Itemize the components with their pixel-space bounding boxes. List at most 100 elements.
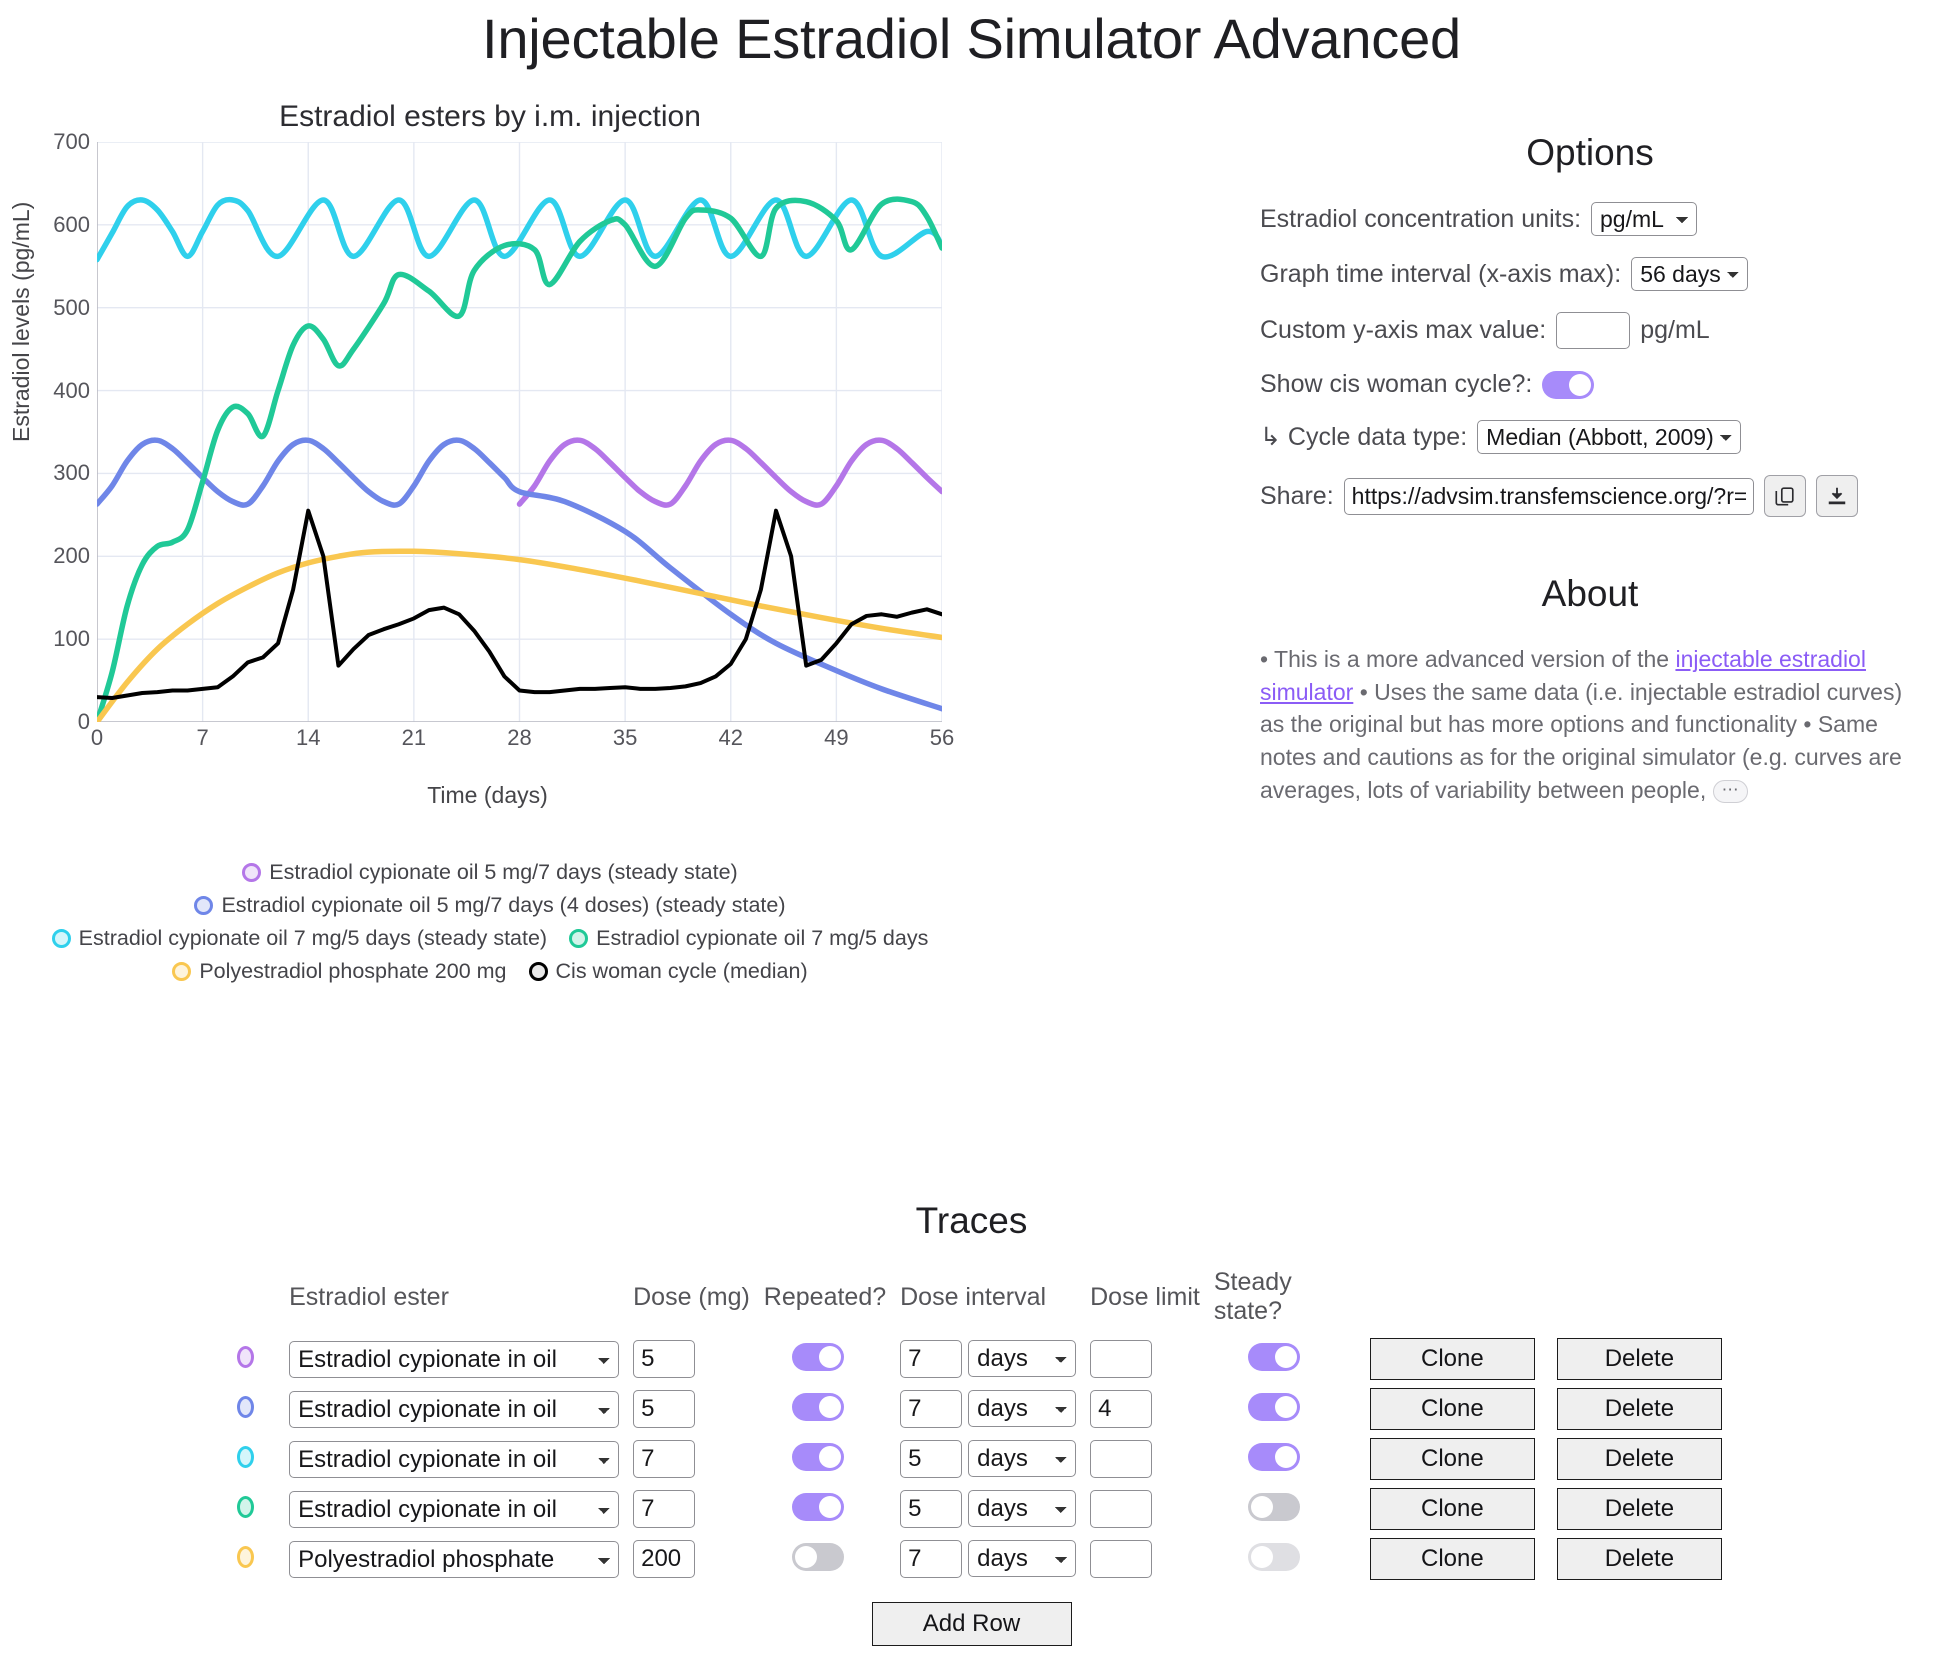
chart-column: Estradiol esters by i.m. injection Estra…: [0, 100, 1200, 992]
header-steady: Steady state?: [1213, 1268, 1292, 1325]
injectable-simulator-link[interactable]: injectable estradiol simulator: [1260, 646, 1866, 705]
legend-marker-icon: [172, 962, 192, 981]
color-column-header: [221, 1268, 269, 1334]
steady-state-toggle-0[interactable]: [1247, 1343, 1300, 1371]
legend-marker-icon: [242, 863, 262, 882]
interval-cell: daysweeksmonths: [886, 1384, 1077, 1434]
custom-ymax-input[interactable]: [1556, 312, 1631, 349]
add-row-wrap: Add Row: [0, 1602, 1943, 1646]
cycle-type-select[interactable]: Median (Abbott, 2009)Mean (Stricker, 200…: [1477, 420, 1742, 454]
delete-button-4[interactable]: Delete: [1556, 1538, 1722, 1580]
x-tick-56: 56: [929, 725, 955, 750]
legend-marker-icon: [51, 929, 71, 948]
legend-item[interactable]: Estradiol cypionate oil 7 mg/5 days: [569, 926, 928, 951]
legend-row-3: Polyestradiol phosphate 200 mg Cis woman …: [0, 959, 980, 984]
download-icon[interactable]: [1815, 475, 1858, 517]
repeated-toggle-0[interactable]: [791, 1343, 844, 1371]
clone-button-4[interactable]: Clone: [1369, 1538, 1535, 1580]
dose-input-4[interactable]: [633, 1540, 696, 1578]
steady-state-toggle-1[interactable]: [1247, 1393, 1300, 1421]
delete-button-3[interactable]: Delete: [1556, 1488, 1722, 1530]
option-cycle-toggle-row: Show cis woman cycle?:: [1260, 370, 1920, 399]
add-row-button[interactable]: Add Row: [871, 1602, 1072, 1646]
delete-button-2[interactable]: Delete: [1556, 1438, 1722, 1480]
copy-icon[interactable]: [1763, 475, 1806, 517]
repeated-toggle-3[interactable]: [791, 1493, 844, 1521]
graph-interval-label: Graph time interval (x-axis max):: [1260, 259, 1622, 288]
delete-button-0[interactable]: Delete: [1556, 1338, 1722, 1380]
dose-limit-input-1[interactable]: [1090, 1390, 1153, 1428]
share-url-input[interactable]: [1343, 477, 1754, 515]
clone-button-2[interactable]: Clone: [1369, 1438, 1535, 1480]
clone-button-0[interactable]: Clone: [1369, 1338, 1535, 1380]
steady-state-toggle-4[interactable]: [1247, 1543, 1300, 1571]
dose-limit-input-3[interactable]: [1090, 1490, 1153, 1528]
legend-marker-icon: [569, 929, 589, 948]
x-tick-7: 7: [196, 725, 209, 750]
steady-state-toggle-3[interactable]: [1247, 1493, 1300, 1521]
dose-limit-input-0[interactable]: [1090, 1340, 1153, 1378]
dose-input-3[interactable]: [633, 1490, 696, 1528]
about-expand-button[interactable]: ⋯: [1712, 780, 1748, 804]
legend-item[interactable]: Cis woman cycle (median): [528, 959, 808, 984]
interval-input-1[interactable]: [900, 1390, 963, 1428]
dose-input-0[interactable]: [633, 1340, 696, 1378]
series-line-2: [97, 196, 942, 263]
legend-item[interactable]: Estradiol cypionate oil 5 mg/7 days (4 d…: [194, 893, 786, 918]
ester-select-3[interactable]: Estradiol cypionate in oilEstradiol vale…: [289, 1490, 620, 1528]
series-line-1: [97, 437, 942, 712]
clone-button-1[interactable]: Clone: [1369, 1388, 1535, 1430]
option-units-row: Estradiol concentration units: pg/mLpmol…: [1260, 202, 1920, 236]
interval-unit-select-1[interactable]: daysweeksmonths: [968, 1390, 1077, 1427]
ester-select-4[interactable]: Estradiol cypionate in oilEstradiol vale…: [289, 1540, 620, 1578]
delete-button-1[interactable]: Delete: [1556, 1388, 1722, 1430]
page-title: Injectable Estradiol Simulator Advanced: [482, 7, 1461, 70]
legend-item[interactable]: Estradiol cypionate oil 5 mg/7 days (ste…: [242, 860, 738, 885]
delete-cell: Delete: [1535, 1434, 1722, 1484]
legend-label: Estradiol cypionate oil 7 mg/5 days: [596, 926, 929, 950]
interval-input-4: [900, 1540, 963, 1578]
dose-input-2[interactable]: [633, 1440, 696, 1478]
repeated-toggle-4[interactable]: [791, 1543, 844, 1571]
limit-cell: [1076, 1484, 1200, 1534]
steady-cell: [1200, 1484, 1348, 1534]
repeated-toggle-2[interactable]: [791, 1443, 844, 1471]
units-select[interactable]: pg/mLpmol/L: [1591, 202, 1698, 236]
interval-unit-select-3[interactable]: daysweeksmonths: [968, 1490, 1077, 1527]
trace-color-cell: [221, 1434, 269, 1484]
chart-legend: Estradiol cypionate oil 5 mg/7 days (ste…: [0, 860, 980, 984]
show-cycle-toggle[interactable]: [1542, 370, 1595, 399]
repeated-cell: [750, 1434, 886, 1484]
clone-cell: Clone: [1348, 1384, 1535, 1434]
interval-cell: daysweeksmonths: [886, 1534, 1077, 1584]
header-actions: [1348, 1268, 1535, 1334]
interval-unit-select-2[interactable]: daysweeksmonths: [968, 1440, 1077, 1477]
trace-color-cell: [221, 1534, 269, 1584]
dose-limit-input-2[interactable]: [1090, 1440, 1153, 1478]
legend-label: Estradiol cypionate oil 5 mg/7 days (4 d…: [221, 893, 786, 917]
steady-state-toggle-2[interactable]: [1247, 1443, 1300, 1471]
table-row: Estradiol cypionate in oilEstradiol vale…: [221, 1334, 1722, 1384]
traces-table: Estradiol ester Dose (mg) Repeated? Dose…: [221, 1268, 1722, 1584]
series-line-5: [97, 508, 942, 700]
legend-item[interactable]: Estradiol cypionate oil 7 mg/5 days (ste…: [51, 926, 547, 951]
legend-marker-icon: [528, 962, 548, 981]
x-tick-14: 14: [296, 725, 321, 750]
interval-input-0[interactable]: [900, 1340, 963, 1378]
dose-input-1[interactable]: [633, 1390, 696, 1428]
legend-label: Cis woman cycle (median): [555, 959, 808, 983]
clone-button-3[interactable]: Clone: [1369, 1488, 1535, 1530]
ester-select-0[interactable]: Estradiol cypionate in oilEstradiol vale…: [289, 1340, 620, 1378]
interval-input-2[interactable]: [900, 1440, 963, 1478]
ester-select-1[interactable]: Estradiol cypionate in oilEstradiol vale…: [289, 1390, 620, 1428]
repeated-toggle-1[interactable]: [791, 1393, 844, 1421]
dose-limit-input-4[interactable]: [1090, 1540, 1153, 1578]
interval-unit-select-0[interactable]: daysweeksmonths: [968, 1340, 1077, 1377]
table-row: Estradiol cypionate in oilEstradiol vale…: [221, 1434, 1722, 1484]
interval-input-3[interactable]: [900, 1490, 963, 1528]
ester-select-2[interactable]: Estradiol cypionate in oilEstradiol vale…: [289, 1440, 620, 1478]
legend-item[interactable]: Polyestradiol phosphate 200 mg: [172, 959, 507, 984]
graph-interval-select[interactable]: 7 days14 days28 days56 days84 days: [1631, 257, 1749, 291]
series-line-0: [516, 437, 942, 508]
traces-header-row: Estradiol ester Dose (mg) Repeated? Dose…: [221, 1268, 1722, 1334]
